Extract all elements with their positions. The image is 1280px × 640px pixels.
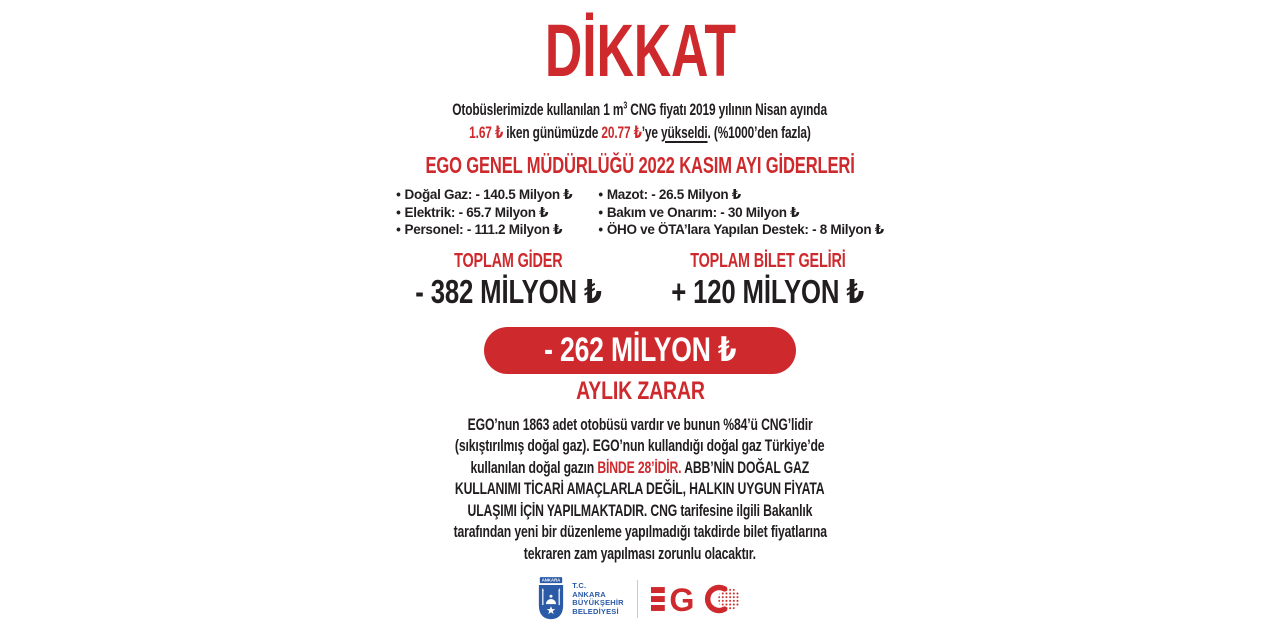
- body-line: KULLANIMI TİCARİ AMAÇLARLA DEĞİL, HALKIN…: [455, 480, 825, 498]
- body-line: ULAŞIMI İÇİN YAPILMAKTADIR. CNG tarifesi…: [467, 501, 813, 520]
- footer-divider: [636, 580, 638, 618]
- footer-logos: ANKARA T.C. ANKARA BÜYÜKŞEHİR BELEDİYESİ: [537, 577, 743, 621]
- bullet-icon: •: [396, 187, 401, 202]
- ankara-shield-icon: ANKARA: [539, 577, 564, 620]
- svg-text:G: G: [669, 584, 694, 614]
- list-item: • Elektrik: - 65.7 Milyon ₺: [396, 204, 549, 220]
- expense-list-left: • Doğal Gaz: - 140.5 Milyon ₺ • Elektrik: …: [396, 186, 573, 239]
- bullet-icon: •: [598, 187, 603, 202]
- bullet-icon: •: [598, 204, 603, 220]
- old-price: 1.67 ₺: [469, 123, 504, 142]
- total-expense: TOPLAM GİDER - 382 MİLYON ₺: [389, 251, 628, 309]
- svg-text:ANKARA: ANKARA: [542, 578, 561, 583]
- body-line: tekraren zam yapılması zorunlu olacaktır…: [523, 544, 757, 563]
- underlined-word: yükseldi: [661, 123, 708, 142]
- intro-line-2: 1.67 ₺ iken günümüzde 20.77 ₺’ye yükseld…: [469, 123, 811, 142]
- list-item: • ÖHO ve ÖTA’lara Yapılan Destek: - 8 Mil…: [598, 222, 884, 237]
- loss-badge: - 262 MİLYON ₺: [484, 326, 796, 374]
- body-line: kullanılan doğal gazın BİNDE 28’İDİR. AB…: [470, 458, 810, 477]
- ego-logo-icon: G: [650, 584, 741, 614]
- total-income-label: TOPLAM BİLET GELİRİ: [689, 249, 846, 272]
- expense-list-right: • Mazot: - 26.5 Milyon ₺ • Bakım ve Onarım…: [598, 186, 884, 239]
- page-title-text: DİKKAT: [544, 9, 736, 92]
- body-text: EGO’nun 1863 adet otobüsü vardır ve bunu…: [388, 415, 892, 566]
- total-income-value: + 120 MİLYON ₺: [671, 272, 864, 310]
- list-item: • Personel: - 111.2 Milyon ₺: [396, 222, 563, 237]
- body-line: (sıkıştırılmış doğal gaz). EGO’nun kulla…: [455, 437, 825, 455]
- page-title: DİKKAT: [504, 12, 777, 90]
- body-line: EGO’nun 1863 adet otobüsü vardır ve bunu…: [467, 415, 813, 434]
- new-price: 20.77 ₺: [601, 123, 642, 142]
- bullet-icon: •: [598, 222, 603, 237]
- bullet-icon: •: [396, 204, 401, 220]
- ego-logo: G: [650, 584, 743, 614]
- list-item: • Doğal Gaz: - 140.5 Milyon ₺: [396, 187, 573, 202]
- total-income: TOPLAM BİLET GELİRİ + 120 MİLYON ₺: [644, 251, 891, 309]
- body-line: tarafından yeni bir düzenleme yapılmadığ…: [453, 523, 827, 541]
- municipality-name: T.C. ANKARA BÜYÜKŞEHİR BELEDİYESİ: [572, 581, 624, 616]
- highlighted-ratio: BİNDE 28’İDİR.: [597, 458, 682, 477]
- list-item: • Mazot: - 26.5 Milyon ₺: [598, 187, 741, 202]
- intro-line-1: Otobüslerimizde kullanılan 1 m3 CNG fiya…: [452, 100, 828, 119]
- list-item: • Bakım ve Onarım: - 30 Milyon ₺: [598, 204, 800, 220]
- expense-lists: • Doğal Gaz: - 140.5 Milyon ₺ • Elektrik: …: [396, 186, 884, 239]
- expenses-heading: EGO GENEL MÜDÜRLÜĞÜ 2022 KASIM AYI GİDER…: [425, 152, 855, 178]
- total-expense-value: - 382 MİLYON ₺: [415, 272, 602, 310]
- superscript-3: 3: [623, 100, 628, 112]
- totals-row: TOPLAM GİDER - 382 MİLYON ₺ TOPLAM BİLET…: [389, 251, 891, 309]
- total-expense-label: TOPLAM GİDER: [454, 249, 563, 272]
- intro-text: Otobüslerimizde kullanılan 1 m3 CNG fiya…: [372, 98, 907, 144]
- ankara-municipality-logo: ANKARA T.C. ANKARA BÜYÜKŞEHİR BELEDİYESİ: [537, 577, 624, 621]
- bullet-icon: •: [396, 222, 401, 237]
- loss-label: AYLIK ZARAR: [575, 376, 705, 405]
